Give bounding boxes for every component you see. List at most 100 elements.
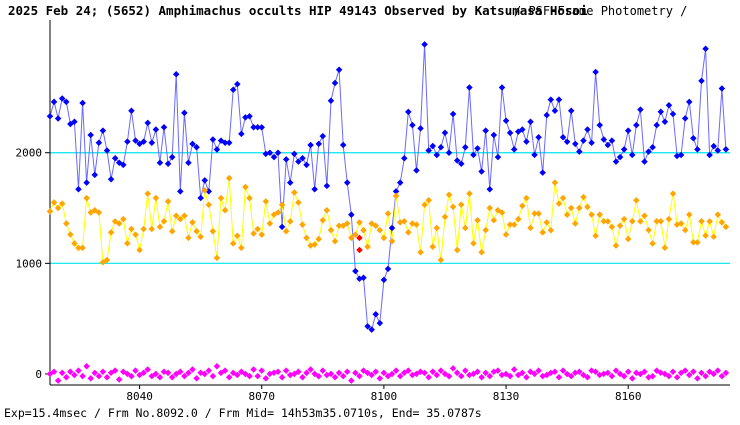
comparison-point	[132, 231, 139, 238]
background-point	[665, 372, 673, 380]
comparison-point	[372, 222, 379, 230]
target-point	[201, 177, 208, 184]
target-point	[498, 84, 506, 91]
comparison-point	[502, 231, 510, 238]
comparison-point	[388, 237, 396, 245]
comparison-point	[392, 192, 400, 200]
background-point	[433, 371, 441, 379]
x-tick-label-8130: 8130	[493, 390, 520, 403]
background-point	[152, 370, 160, 378]
target-point	[352, 267, 359, 275]
background-point	[75, 367, 82, 374]
target-point	[258, 124, 265, 131]
background-point	[295, 368, 302, 375]
comparison-point	[694, 239, 701, 246]
target-point	[547, 96, 555, 103]
background-point	[209, 372, 217, 380]
target-point	[156, 159, 164, 166]
background-point	[140, 369, 147, 377]
target-point	[339, 141, 347, 149]
background-point	[299, 373, 306, 381]
background-point	[103, 374, 111, 381]
comparison-point	[128, 225, 135, 233]
background-point	[246, 372, 253, 380]
background-point	[156, 374, 164, 381]
target-point	[478, 168, 485, 175]
comparison-point	[462, 224, 469, 232]
target-point	[311, 185, 318, 193]
target-point	[83, 179, 90, 186]
background-point	[319, 367, 327, 374]
comparison-point	[225, 174, 233, 182]
background-point	[510, 366, 518, 373]
comparison-point	[107, 229, 115, 236]
background-point	[555, 374, 563, 381]
background-point	[335, 369, 343, 377]
target-point	[588, 139, 595, 147]
comparison-point	[152, 194, 160, 202]
comparison-point	[286, 218, 294, 225]
comparison-point	[136, 246, 143, 254]
target-point	[690, 135, 697, 142]
comparison-point	[58, 200, 66, 207]
comparison-point	[343, 220, 351, 227]
comparison-point	[478, 249, 485, 256]
target-point	[665, 101, 673, 109]
target-point	[234, 80, 241, 88]
target-point	[722, 146, 730, 153]
target-point	[225, 139, 233, 147]
comparison-point	[83, 194, 90, 202]
target-point	[295, 158, 302, 165]
background-point	[181, 372, 188, 380]
background-point	[376, 375, 384, 382]
target-point	[633, 121, 640, 129]
target-point	[120, 161, 127, 169]
comparison-point	[661, 244, 669, 252]
target-point	[596, 121, 603, 129]
target-point	[462, 143, 469, 151]
comparison-point	[140, 225, 147, 233]
comparison-point	[144, 190, 152, 197]
target-point	[128, 107, 135, 114]
comparison-point	[364, 243, 371, 250]
comparison-point	[217, 194, 225, 202]
comparison-point	[67, 231, 74, 238]
comparison-point	[645, 226, 652, 234]
background-point	[128, 372, 135, 380]
comparison-point	[527, 224, 534, 232]
target-point	[445, 149, 453, 157]
x-tick-label-8160: 8160	[615, 390, 642, 403]
comparison-point	[295, 199, 302, 206]
background-point	[189, 366, 196, 373]
target-point	[315, 140, 322, 148]
x-tick-label-8040: 8040	[126, 390, 153, 403]
comparison-point	[535, 210, 542, 217]
target-point	[229, 86, 237, 93]
comparison-point	[75, 244, 82, 252]
comparison-point	[445, 191, 453, 199]
target-point	[185, 159, 192, 166]
x-tick-label-8070: 8070	[248, 390, 275, 403]
target-point	[348, 211, 355, 218]
target-point	[698, 77, 705, 85]
target-point	[250, 124, 257, 131]
comparison-point	[641, 212, 648, 220]
background-point	[79, 372, 86, 380]
background-point	[445, 372, 453, 380]
background-point	[425, 374, 432, 381]
comparison-point	[714, 211, 722, 218]
target-point	[50, 98, 58, 106]
comparison-point	[177, 215, 184, 223]
series-points	[46, 41, 730, 384]
comparison-point	[185, 234, 192, 242]
background-point	[339, 372, 347, 380]
comparison-point	[258, 231, 265, 238]
comparison-point	[612, 242, 620, 249]
comparison-point	[384, 210, 392, 217]
target-point	[299, 154, 306, 162]
target-point	[429, 142, 437, 150]
comparison-point	[234, 232, 241, 239]
comparison-point	[523, 194, 530, 202]
comparison-point	[649, 240, 656, 247]
